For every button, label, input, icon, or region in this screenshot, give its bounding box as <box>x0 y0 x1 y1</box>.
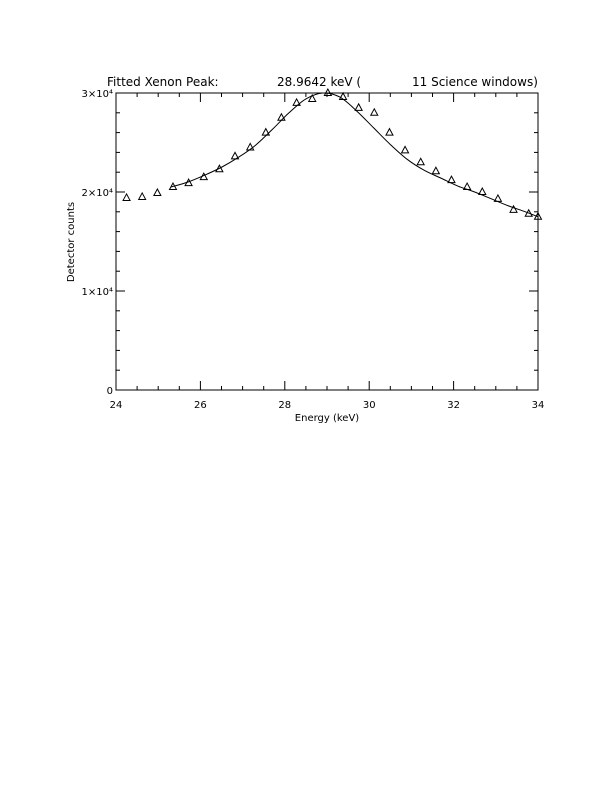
chart-title-right: 11 Science windows) <box>412 75 538 89</box>
data-point-triangle <box>292 97 301 106</box>
data-point-triangle <box>338 91 348 100</box>
y-tick-label: 2×10⁴ <box>82 188 113 199</box>
data-point-triangle <box>184 178 193 187</box>
x-axis-label: Energy (keV) <box>295 413 360 424</box>
data-point-triangle <box>385 127 394 136</box>
data-point-triangle <box>493 193 503 202</box>
data-point-triangle <box>153 187 162 196</box>
chart-title-left: Fitted Xenon Peak: <box>107 75 219 89</box>
x-tick-label: 24 <box>110 400 123 411</box>
data-point-triangle <box>416 157 426 166</box>
data-markers <box>122 87 543 220</box>
data-point-triangle <box>199 172 209 181</box>
data-point-triangle <box>323 87 333 96</box>
y-axis-ticks: 0 1×10⁴ 2×10⁴ 3×10⁴ <box>82 89 538 397</box>
data-point-triangle <box>168 181 178 191</box>
y-tick-label: 3×10⁴ <box>82 89 113 100</box>
data-point-triangle <box>369 107 379 116</box>
data-point-triangle <box>400 145 410 154</box>
y-axis-label: Detector counts <box>66 202 77 282</box>
x-tick-label: 28 <box>278 400 291 411</box>
x-tick-label: 30 <box>363 400 376 411</box>
data-point-triangle <box>230 151 240 160</box>
data-point-triangle <box>137 191 147 200</box>
data-point-triangle <box>307 93 317 102</box>
data-point-triangle <box>431 166 441 175</box>
data-point-triangle <box>215 164 224 173</box>
y-tick-label: 1×10⁴ <box>82 287 113 298</box>
data-point-triangle <box>245 142 255 151</box>
data-point-triangle <box>524 208 534 217</box>
data-point-triangle <box>277 112 286 121</box>
data-point-triangle <box>462 181 472 191</box>
data-point-triangle <box>447 175 456 184</box>
y-tick-label: 0 <box>107 386 113 397</box>
data-point-triangle <box>509 204 518 213</box>
data-point-triangle <box>122 192 131 201</box>
chart-title-value: 28.9642 keV ( <box>277 75 361 89</box>
data-point-triangle <box>533 211 543 220</box>
x-tick-label: 34 <box>532 400 545 411</box>
data-point-triangle <box>354 102 363 111</box>
data-point-triangle <box>477 186 487 195</box>
x-tick-label: 26 <box>194 400 207 411</box>
data-point-triangle <box>261 127 271 136</box>
x-tick-label: 32 <box>447 400 460 411</box>
